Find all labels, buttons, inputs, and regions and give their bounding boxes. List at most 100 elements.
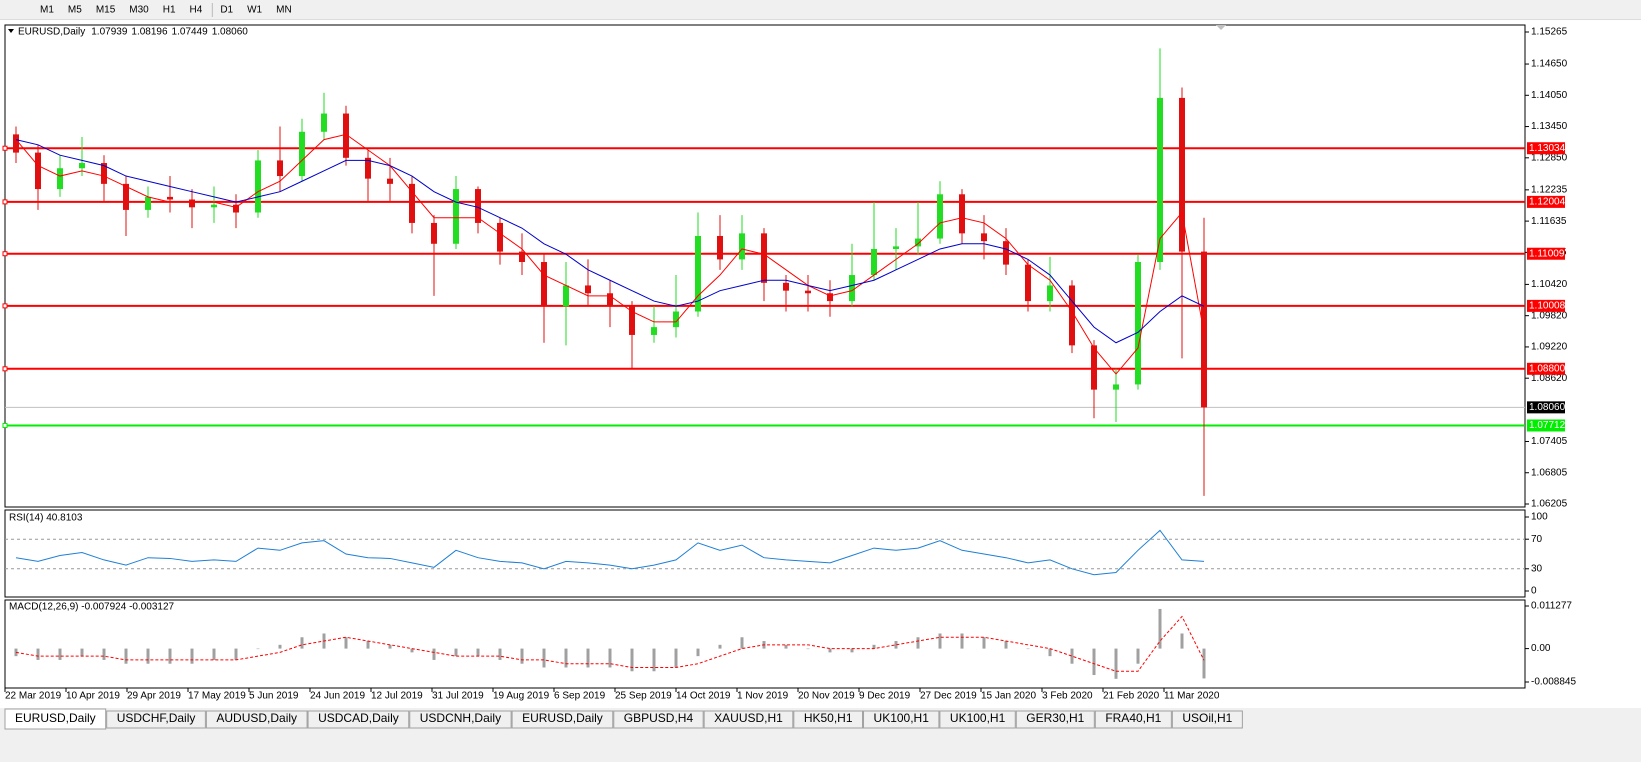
timeframe-button[interactable]: H1 [163,5,176,16]
tab[interactable] [106,710,206,729]
level-marker [2,422,8,428]
candle-body [937,194,943,239]
candle-body [915,238,921,247]
candle-body [1003,241,1009,265]
macd-bar [1026,648,1030,650]
tab-label[interactable]: XAUUSD,H1 [714,711,783,725]
tab[interactable] [1171,710,1243,729]
menu-arrow[interactable] [8,29,14,33]
macd-bar [938,633,942,649]
macd-bar [542,648,546,668]
last-price-label: 1.08060 [1529,402,1566,413]
macd-bar [36,648,40,660]
macd-bar [1202,648,1206,679]
macd-bar [982,637,986,649]
tab[interactable] [511,710,614,729]
candle-body [783,282,789,291]
level-price-label: 1.11009 [1529,248,1565,259]
macd-bar [190,648,194,664]
macd-bar [894,641,898,649]
tab[interactable] [613,710,704,729]
macd-bar [564,648,568,668]
tab[interactable] [4,708,107,730]
timeframe-button[interactable]: M5 [68,5,82,16]
candle-body [1047,285,1053,302]
tab[interactable] [1015,710,1095,729]
macd-bar [58,648,62,660]
tab-label[interactable]: USDCHF,Daily [117,711,196,725]
candle-body [1113,384,1119,390]
timeframe-button[interactable]: M30 [129,5,149,16]
candle-body [365,157,371,179]
moving-average [15,139,1205,344]
candle-body [1135,262,1141,385]
candle-body [871,248,877,276]
tab-label[interactable]: USOil,H1 [1182,711,1232,725]
level-marker [2,199,8,205]
macd-bar [498,648,502,660]
tab-label[interactable]: UK100,H1 [950,711,1006,725]
candle-body [277,160,283,177]
timeframe-button[interactable]: D1 [220,5,233,16]
tab-label[interactable]: USDCNH,Daily [420,711,501,725]
macd-bar [652,648,656,672]
candle-body [145,196,151,210]
tab-label[interactable]: EURUSD,Daily [522,711,603,725]
candle-body [695,235,701,312]
macd-bar [1004,641,1008,649]
tab[interactable] [205,710,308,729]
macd-bar [124,648,128,664]
candle-body [541,262,547,307]
x-tick-label: 19 Aug 2019 [493,691,550,702]
candle-body [827,293,833,302]
tab-label[interactable]: FRA40,H1 [1105,711,1161,725]
y-tick-label: 1.09220 [1531,342,1568,353]
candle-body [123,183,129,210]
tab-label[interactable]: GER30,H1 [1026,711,1084,725]
candle-body [35,152,41,190]
timeframe-button[interactable]: H4 [190,5,203,16]
x-tick-label: 27 Dec 2019 [920,691,977,702]
macd-bar [960,633,964,649]
tab-label[interactable]: EURUSD,Daily [15,711,96,725]
y-tick-label: 0 [1531,586,1537,597]
tab-label[interactable]: AUDUSD,Daily [216,711,297,725]
macd-bar [476,648,480,657]
candle-body [1157,97,1163,263]
candle-body [1091,345,1097,390]
macd-bar [300,637,304,649]
candle-body [893,246,899,249]
y-tick-label: 1.06205 [1531,499,1568,510]
ohlc-value: 1.07939 [91,27,128,38]
macd-bar [212,648,216,660]
y-tick-label: 1.13450 [1531,121,1568,132]
y-tick-label: 1.09820 [1531,310,1568,321]
tab[interactable] [307,710,410,729]
candle-body [211,204,217,208]
timeframe-button[interactable]: MN [276,5,292,16]
tab-label[interactable]: HK50,H1 [804,711,853,725]
timeframe-button[interactable]: M1 [40,5,54,16]
macd-bar [1092,648,1096,676]
tab-label[interactable]: USDCAD,Daily [318,711,399,725]
level-price-box [1527,419,1565,432]
timeframe-button[interactable]: M15 [96,5,116,16]
level-price-label: 1.13034 [1529,143,1566,154]
tab[interactable] [793,710,864,729]
tab[interactable] [703,710,794,729]
tab[interactable] [863,710,940,729]
tab[interactable] [1094,710,1172,729]
x-tick-label: 12 Jul 2019 [371,691,423,702]
level-price-label: 1.07712 [1529,420,1566,431]
candle-body [79,163,85,169]
macd-bar [454,648,458,657]
x-tick-label: 20 Nov 2019 [798,691,855,702]
tab-label[interactable]: GBPUSD,H4 [624,711,694,725]
macd-bar [1070,648,1074,664]
tab[interactable] [939,710,1016,729]
timeframe-button[interactable]: W1 [247,5,262,16]
ohlc-value: 1.08196 [131,27,168,38]
tab[interactable] [409,710,512,729]
indicator-title: MACD(12,26,9) -0.007924 -0.003127 [9,602,175,613]
tab-label[interactable]: UK100,H1 [874,711,930,725]
